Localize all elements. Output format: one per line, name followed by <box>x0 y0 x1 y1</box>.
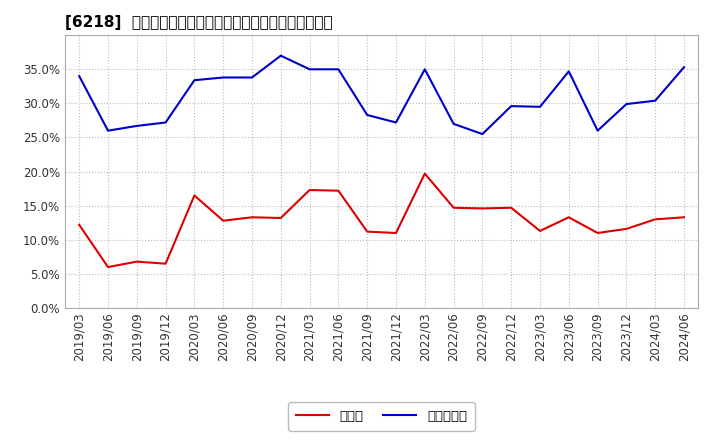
現預金 <box>507 205 516 210</box>
有利子負債 <box>219 75 228 80</box>
現預金 <box>622 226 631 231</box>
有利子負債 <box>305 66 314 72</box>
有利子負債 <box>104 128 112 133</box>
現預金 <box>248 215 256 220</box>
有利子負債 <box>334 66 343 72</box>
現預金 <box>104 264 112 270</box>
有利子負債 <box>363 112 372 117</box>
現預金 <box>132 259 141 264</box>
有利子負債 <box>536 104 544 110</box>
現預金 <box>593 230 602 235</box>
現預金 <box>536 228 544 234</box>
Line: 有利子負債: 有利子負債 <box>79 55 684 134</box>
有利子負債 <box>75 73 84 79</box>
有利子負債 <box>248 75 256 80</box>
現預金 <box>75 222 84 227</box>
現預金 <box>334 188 343 193</box>
現預金 <box>392 230 400 235</box>
有利子負債 <box>593 128 602 133</box>
現預金 <box>190 193 199 198</box>
現預金 <box>276 215 285 220</box>
有利子負債 <box>161 120 170 125</box>
現預金 <box>651 216 660 222</box>
有利子負債 <box>276 53 285 58</box>
現預金 <box>161 261 170 266</box>
Legend: 現預金, 有利子負債: 現預金, 有利子負債 <box>288 402 475 431</box>
Text: [6218]  現預金、有利子負債の総資産に対する比率の推移: [6218] 現預金、有利子負債の総資産に対する比率の推移 <box>65 15 333 30</box>
有利子負債 <box>132 123 141 128</box>
現預金 <box>680 215 688 220</box>
有利子負債 <box>478 132 487 137</box>
有利子負債 <box>420 66 429 72</box>
Line: 現預金: 現預金 <box>79 174 684 267</box>
現預金 <box>564 215 573 220</box>
有利子負債 <box>622 102 631 107</box>
現預金 <box>363 229 372 234</box>
現預金 <box>305 187 314 193</box>
有利子負債 <box>392 120 400 125</box>
現預金 <box>478 206 487 211</box>
現預金 <box>449 205 458 210</box>
有利子負債 <box>680 65 688 70</box>
現預金 <box>219 218 228 224</box>
有利子負債 <box>507 103 516 109</box>
有利子負債 <box>449 121 458 126</box>
現預金 <box>420 171 429 176</box>
有利子負債 <box>564 69 573 74</box>
有利子負債 <box>651 98 660 103</box>
有利子負債 <box>190 77 199 83</box>
